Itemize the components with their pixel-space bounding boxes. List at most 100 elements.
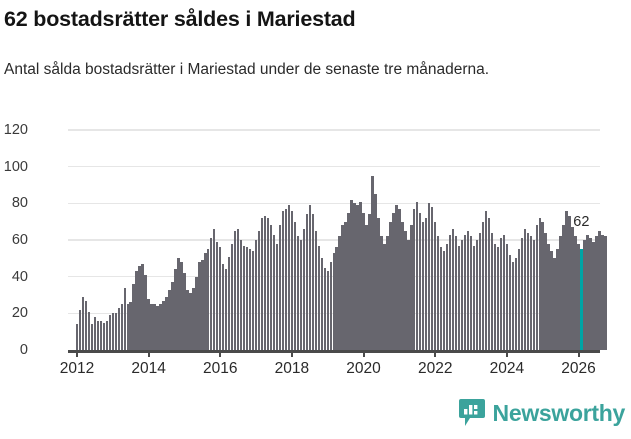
bar	[135, 271, 138, 350]
bar	[296, 236, 300, 350]
bar	[439, 247, 443, 350]
axis-baseline	[68, 350, 600, 353]
bar	[505, 243, 509, 350]
bar	[451, 229, 455, 350]
bar	[326, 271, 329, 350]
bar	[469, 236, 473, 350]
bar	[159, 304, 162, 350]
bar	[448, 234, 452, 350]
bar	[144, 274, 147, 350]
logo-text: Newsworthy	[492, 400, 626, 426]
bar	[604, 236, 607, 350]
bar	[571, 227, 574, 350]
bar	[407, 240, 410, 350]
x-axis-tick-label: 2020	[346, 360, 381, 377]
bar	[490, 232, 494, 350]
bar	[550, 251, 553, 350]
newsworthy-logo[interactable]: Newsworthy	[458, 399, 626, 427]
bar	[192, 287, 195, 350]
bar	[96, 320, 100, 350]
bar	[341, 225, 344, 350]
bar	[422, 221, 425, 350]
bar	[123, 287, 126, 350]
bar	[174, 269, 177, 350]
bar	[362, 212, 365, 350]
bar	[195, 276, 198, 350]
bar	[201, 260, 204, 350]
x-axis-tick	[75, 350, 78, 357]
bar	[565, 210, 568, 350]
bar	[141, 263, 144, 350]
y-axis-tick-label: 40	[11, 268, 28, 285]
bar	[308, 205, 311, 350]
bar	[323, 267, 326, 350]
bar	[532, 240, 535, 350]
bar	[207, 249, 210, 350]
bar	[559, 236, 562, 350]
bar	[538, 218, 541, 350]
x-axis-tick-label: 2018	[274, 360, 310, 377]
x-axis-tick-label: 2014	[131, 360, 166, 377]
bar	[222, 263, 225, 350]
bar	[260, 218, 264, 350]
x-axis-tick	[147, 350, 150, 357]
bar	[583, 240, 586, 350]
bar	[248, 249, 252, 350]
bar	[162, 300, 165, 350]
bar	[598, 230, 601, 350]
bar	[472, 245, 476, 350]
bar	[120, 304, 123, 350]
x-axis-tick	[434, 350, 437, 357]
bar	[487, 218, 491, 350]
bar	[553, 258, 556, 350]
bar	[380, 236, 383, 350]
bar	[398, 208, 401, 350]
bar	[233, 230, 237, 350]
bar	[314, 230, 317, 350]
bar	[484, 210, 488, 350]
bar	[78, 309, 82, 350]
bar	[401, 221, 404, 350]
bar	[102, 322, 105, 350]
bar	[356, 205, 359, 350]
bar	[344, 221, 347, 350]
bar	[508, 254, 512, 350]
bar	[556, 249, 559, 350]
plot-area: 0 20 40 60 80 100 120 62	[4, 122, 607, 358]
bar	[562, 225, 565, 350]
bar	[320, 258, 323, 350]
bar	[204, 252, 207, 350]
bar	[371, 175, 374, 350]
x-axis-tick-label: 2026	[561, 360, 596, 377]
bar	[242, 245, 246, 350]
bar-chart-speech-bubble-icon	[458, 399, 485, 426]
bar-series	[68, 130, 607, 350]
bar	[445, 243, 449, 350]
bar	[502, 234, 506, 350]
bar	[392, 212, 395, 350]
bar	[347, 212, 350, 350]
bar	[87, 311, 91, 350]
bar	[466, 230, 470, 350]
x-axis-tick	[505, 350, 508, 357]
bar	[434, 221, 437, 350]
bar	[478, 232, 482, 350]
bar	[425, 218, 428, 350]
bar	[457, 245, 461, 350]
bar	[436, 236, 440, 350]
bar	[404, 230, 407, 350]
bar	[147, 298, 150, 350]
bar	[511, 262, 514, 350]
bar	[177, 258, 180, 350]
bar	[305, 214, 308, 350]
bar	[302, 229, 306, 350]
bar	[544, 232, 547, 350]
y-axis-tick-label: 60	[11, 232, 28, 248]
bar	[517, 249, 520, 350]
bar	[410, 225, 413, 350]
bar	[329, 262, 332, 350]
y-axis-tick-label: 120	[3, 122, 28, 138]
bar	[239, 240, 243, 350]
bar	[180, 262, 183, 350]
